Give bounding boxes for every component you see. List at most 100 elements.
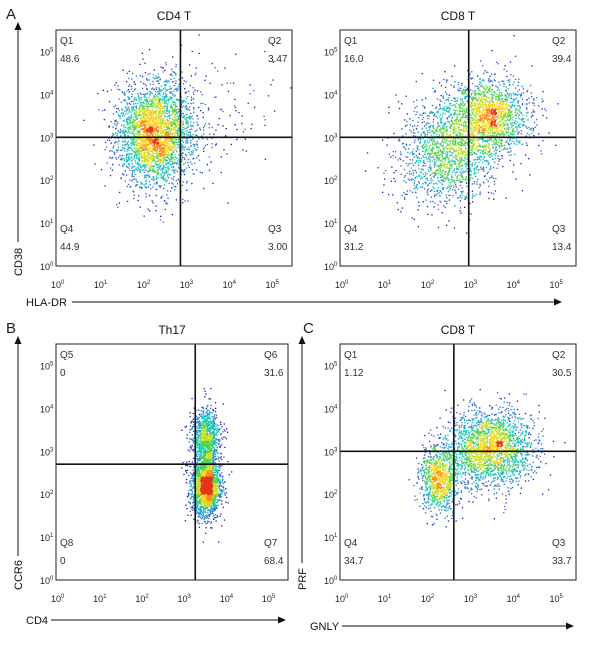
event-point <box>194 144 196 146</box>
event-point <box>503 147 506 149</box>
event-point <box>122 165 124 168</box>
event-point <box>482 151 484 153</box>
event-point <box>482 102 484 104</box>
event-point <box>193 107 195 109</box>
event-point <box>155 98 157 100</box>
event-point <box>153 69 155 71</box>
event-point <box>494 152 496 155</box>
event-point <box>172 128 175 131</box>
event-point <box>162 158 164 160</box>
event-point <box>153 100 155 102</box>
event-point <box>411 179 413 181</box>
event-point <box>501 134 503 136</box>
event-point <box>202 116 204 118</box>
event-point <box>177 141 179 143</box>
event-point <box>161 142 164 144</box>
event-point <box>149 83 151 85</box>
event-point <box>171 166 173 168</box>
event-point <box>170 97 172 100</box>
event-point <box>487 191 490 194</box>
event-point <box>116 133 118 135</box>
event-point <box>155 175 158 177</box>
event-point <box>176 105 178 107</box>
event-point <box>185 91 187 93</box>
event-point <box>165 79 168 81</box>
event-point <box>477 139 479 141</box>
event-point <box>163 154 165 156</box>
event-point <box>153 169 155 172</box>
event-point <box>454 167 456 170</box>
event-point <box>459 180 461 183</box>
event-point <box>131 106 133 108</box>
event-point <box>151 130 153 132</box>
event-point <box>126 108 129 110</box>
event-point <box>183 128 185 131</box>
event-point <box>461 165 463 167</box>
event-point <box>217 124 219 126</box>
event-point <box>478 157 480 159</box>
event-point <box>149 175 151 177</box>
event-point <box>174 172 176 174</box>
x-axis-arrowhead <box>554 298 562 306</box>
event-point <box>413 153 415 155</box>
event-point <box>173 138 175 140</box>
event-point <box>162 114 164 116</box>
event-point <box>154 78 156 80</box>
event-point <box>511 119 514 121</box>
event-point <box>443 157 445 159</box>
event-point <box>449 164 451 166</box>
event-point <box>419 153 421 155</box>
event-point <box>416 127 418 130</box>
event-point <box>141 161 143 163</box>
event-point <box>159 142 161 144</box>
event-point <box>454 151 456 153</box>
event-point <box>124 134 127 136</box>
event-point <box>466 118 468 121</box>
event-point <box>415 159 418 162</box>
event-point <box>135 143 138 146</box>
event-point <box>142 160 144 162</box>
event-point <box>123 158 125 160</box>
event-point <box>178 108 181 111</box>
event-point <box>166 144 168 147</box>
event-point <box>151 169 153 172</box>
event-point <box>154 183 156 185</box>
event-point <box>130 111 132 113</box>
event-point <box>163 184 166 186</box>
event-point <box>113 145 115 147</box>
event-point <box>450 102 452 105</box>
event-point <box>133 175 135 178</box>
event-point <box>460 130 463 132</box>
event-point <box>407 151 409 154</box>
event-point <box>492 117 494 119</box>
event-point <box>165 80 167 82</box>
event-point <box>440 175 442 177</box>
event-point <box>251 123 253 125</box>
event-point <box>444 126 446 128</box>
event-point <box>459 179 461 181</box>
event-point <box>432 172 434 174</box>
event-point <box>473 138 476 140</box>
event-point <box>492 131 494 134</box>
event-point <box>153 105 155 107</box>
event-point <box>152 98 154 100</box>
event-point <box>234 107 237 109</box>
event-point <box>431 112 433 114</box>
event-point <box>493 177 495 179</box>
event-point <box>158 166 161 168</box>
event-point <box>172 140 174 142</box>
event-point <box>127 117 129 119</box>
event-point <box>159 163 161 165</box>
event-point <box>155 171 157 173</box>
event-point <box>118 115 121 118</box>
event-point <box>443 163 445 165</box>
event-point <box>172 110 174 112</box>
event-point <box>125 113 127 115</box>
event-point <box>512 127 514 130</box>
event-point <box>147 109 149 111</box>
event-point <box>424 146 426 148</box>
event-point <box>144 119 146 121</box>
event-point <box>160 105 163 108</box>
event-point <box>122 163 125 165</box>
event-point <box>183 174 186 176</box>
